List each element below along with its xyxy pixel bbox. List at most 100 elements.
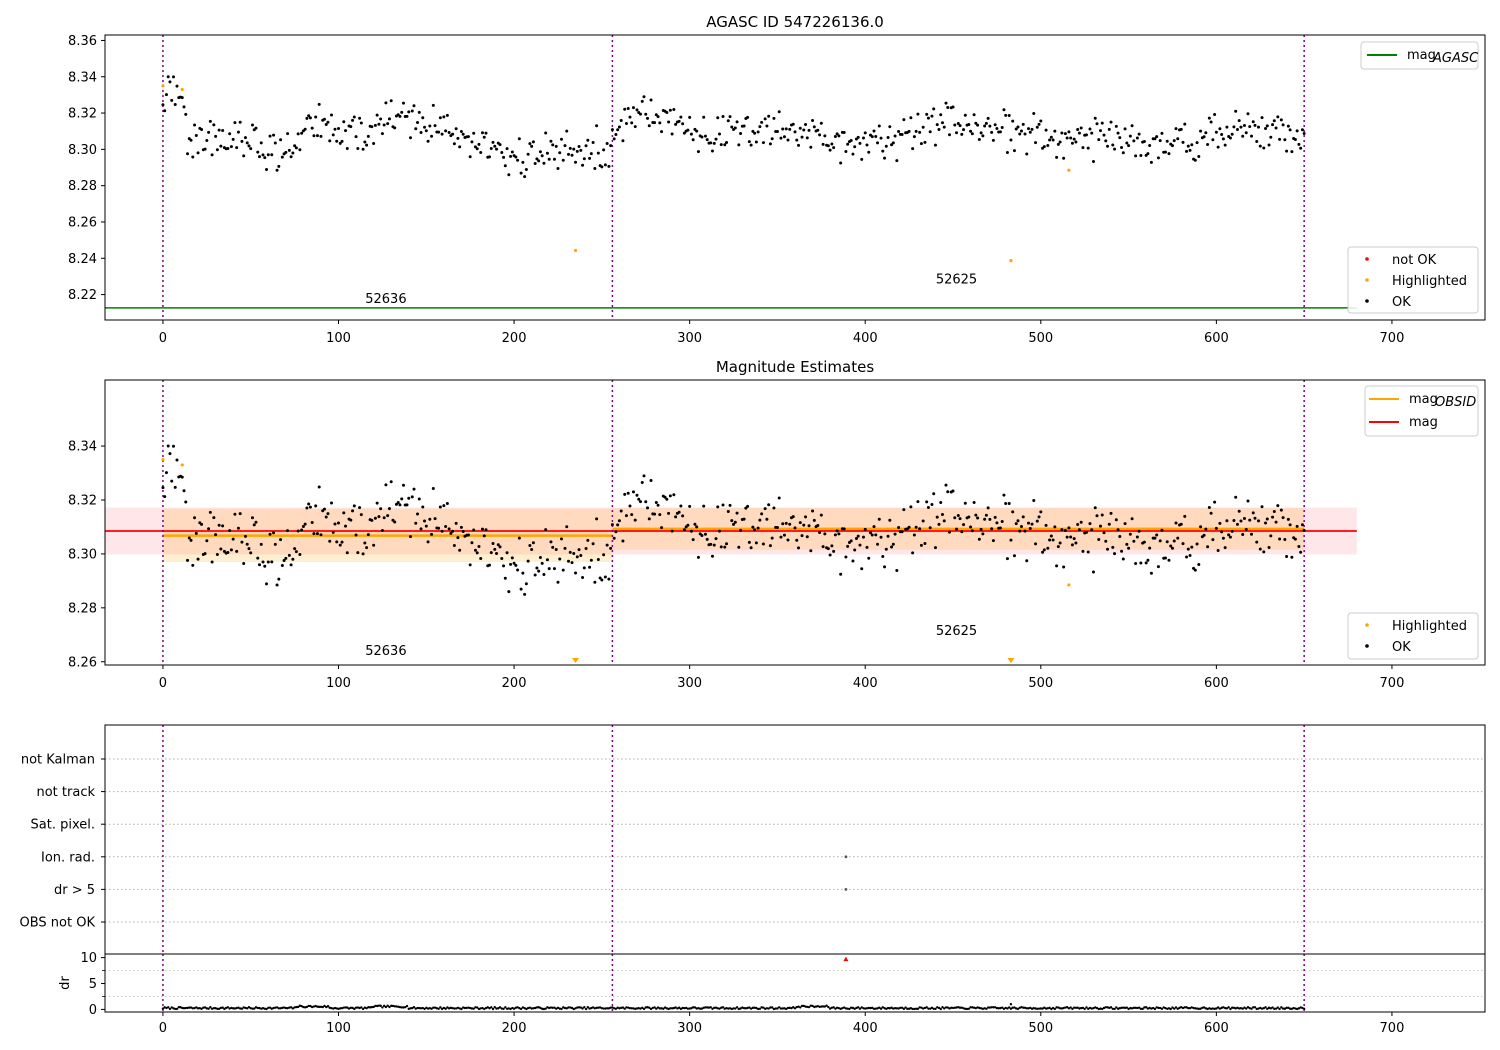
ok-point: [466, 533, 470, 537]
dr-point: [1053, 1007, 1057, 1011]
ok-point: [380, 132, 384, 136]
ok-point: [1056, 142, 1060, 146]
ok-point: [475, 551, 479, 555]
ok-point: [960, 132, 964, 136]
ok-point: [1202, 533, 1206, 537]
dr-point: [904, 1006, 907, 1009]
dr-point: [284, 1006, 288, 1010]
dr-point: [319, 1005, 323, 1009]
ok-point: [933, 143, 937, 147]
ok-point: [424, 524, 428, 528]
ok-point: [298, 148, 302, 152]
ok-point: [1107, 127, 1111, 131]
ok-point: [800, 534, 804, 538]
ok-point: [909, 116, 913, 120]
ok-point: [370, 125, 374, 129]
dr-point: [1143, 1006, 1146, 1009]
ok-point: [826, 144, 830, 148]
ok-point: [1046, 546, 1050, 550]
ok-point: [273, 542, 277, 546]
x-tick-label: 600: [1204, 676, 1229, 691]
dr-point: [583, 1006, 586, 1009]
dr-point: [1230, 1006, 1234, 1009]
ok-point: [921, 125, 925, 129]
ok-point: [342, 120, 346, 124]
ok-point: [835, 529, 839, 533]
ok-point: [1051, 538, 1055, 542]
ok-point: [510, 556, 514, 560]
ok-point: [1005, 151, 1009, 155]
ok-point: [423, 519, 427, 523]
ok-point: [1220, 530, 1224, 534]
ok-point: [1123, 127, 1127, 131]
ok-point: [912, 533, 916, 537]
ok-point: [654, 500, 658, 504]
dr-point: [382, 1004, 386, 1008]
ok-point: [1186, 144, 1190, 148]
ok-point: [1065, 535, 1069, 539]
ok-point: [523, 175, 527, 179]
ok-point: [238, 512, 242, 516]
dr-point: [265, 1007, 268, 1011]
ok-point: [184, 500, 188, 504]
ok-point: [819, 121, 823, 125]
dr-point: [1022, 1006, 1025, 1009]
ok-point: [1056, 545, 1060, 549]
ok-point: [496, 543, 500, 547]
ok-point: [851, 152, 855, 156]
ok-point: [414, 127, 418, 131]
plot-frame: [104, 379, 1486, 666]
ok-point: [1113, 147, 1117, 151]
ok-point: [797, 546, 801, 550]
ok-point: [791, 515, 795, 519]
ok-point: [921, 519, 925, 523]
ok-point: [544, 131, 548, 135]
ok-point: [1155, 533, 1159, 537]
ok-point: [1199, 129, 1203, 133]
ok-point: [1132, 139, 1136, 143]
ok-point: [484, 528, 488, 532]
dr-point: [1069, 1006, 1072, 1009]
ok-point: [298, 553, 302, 557]
ok-point: [962, 523, 966, 527]
dr-point: [1160, 1007, 1164, 1010]
ok-point: [617, 125, 621, 129]
ok-point: [919, 142, 923, 146]
ok-point: [804, 515, 808, 519]
ok-point: [811, 118, 815, 122]
ok-point: [730, 125, 734, 129]
ok-point: [928, 526, 932, 530]
dr-point: [776, 1007, 779, 1010]
ok-point: [1239, 125, 1243, 129]
ok-point: [939, 501, 943, 505]
ok-point: [1107, 522, 1111, 526]
ok-point: [602, 148, 606, 152]
ok-point: [284, 556, 288, 560]
ok-point: [649, 98, 653, 102]
ok-point: [1137, 529, 1141, 533]
ok-point: [1195, 542, 1199, 546]
dr-point: [967, 1007, 971, 1010]
ok-point: [221, 524, 225, 528]
dr-point: [1174, 1006, 1178, 1009]
dr-point: [709, 1006, 712, 1009]
ok-point: [768, 544, 772, 548]
ok-point: [1155, 135, 1159, 139]
ok-point: [853, 145, 857, 149]
dr-point: [295, 1005, 298, 1009]
ok-point: [345, 147, 349, 151]
ok-point: [170, 98, 174, 102]
ok-point: [373, 123, 377, 127]
dr-point: [196, 1007, 200, 1010]
ok-point: [791, 122, 795, 126]
ok-point: [837, 532, 841, 536]
ok-point: [1237, 119, 1241, 123]
ok-point: [200, 522, 204, 526]
ok-point: [1114, 124, 1118, 128]
dr-point: [1011, 1006, 1014, 1009]
flag-category-label: not track: [36, 785, 95, 800]
dr-point: [895, 1007, 899, 1010]
ok-point: [714, 137, 718, 141]
ok-point: [168, 452, 172, 456]
